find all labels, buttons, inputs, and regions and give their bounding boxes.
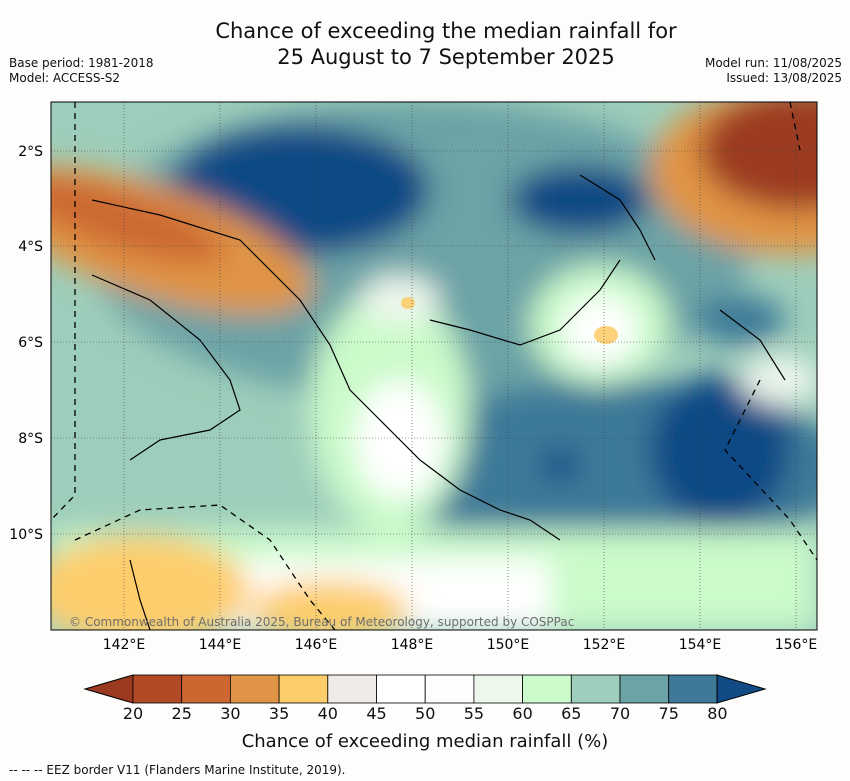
colorbar-cell [181,674,231,704]
base-period: Base period: 1981-2018 [9,56,154,70]
colorbar-tick-label: 35 [268,704,290,723]
colorbar-cell [132,674,183,704]
colorbar-cell [327,674,377,704]
title-line-2: 25 August to 7 September 2025 [277,45,615,69]
longitude-tick-label: 144°E [199,637,242,653]
colorbar-cell [668,674,718,704]
coastlines [91,174,786,630]
colorbar-tick-label: 65 [561,704,582,723]
meta-left: Base period: 1981-2018 Model: ACCESS-S2 [9,56,154,86]
model-run: Model run: 11/08/2025 [704,56,842,70]
latitude-tick-label: 8°S [18,431,43,447]
colorbar-tick-label: 50 [415,704,436,723]
longitude-tick-label: 156°E [775,637,818,653]
latitude-tick-label: 2°S [18,144,43,160]
longitude-tick-label: 142°E [103,637,146,653]
colorbar-tick-label: 45 [366,704,387,723]
colorbar-cell [278,674,329,704]
colorbar-tick-label: 60 [512,704,533,723]
colorbar-cell [424,674,475,704]
longitude-tick-label: 146°E [295,637,338,653]
colorbar-cell [473,674,523,704]
latitude-tick-label: 10°S [9,527,43,543]
meta-right: Model run: 11/08/2025 Issued: 13/08/2025 [705,56,842,86]
colorbar-tick-label: 20 [122,704,144,723]
eez-footnote: -- -- -- EEZ border V11 (Flanders Marine… [9,763,346,777]
longitude-tick-label: 152°E [583,637,626,653]
colorbar-cell [522,674,572,704]
longitude-tick-label: 150°E [487,637,530,653]
eez-borders [51,102,817,630]
colorbar-high-arrow [716,674,767,704]
map-title: Chance of exceeding the median rainfall … [0,18,850,70]
colorbar-cell [570,674,621,704]
longitude-tick-label: 148°E [391,637,434,653]
colorbar-tick-label: 80 [707,704,728,723]
colorbar-tick-label: 25 [171,704,192,723]
model-name: Model: ACCESS-S2 [9,71,121,85]
colorbar [83,674,767,704]
colorbar-low-arrow [83,674,134,704]
colorbar-tick-label: 40 [317,704,338,723]
copyright-text: © Commonwealth of Australia 2025, Bureau… [69,615,574,629]
rainfall-probability-field: © Commonwealth of Australia 2025, Bureau… [51,102,817,630]
colorbar-label: Chance of exceeding median rainfall (%) [241,731,609,752]
colorbar-cell [376,674,426,704]
colorbar-tick-label: 30 [220,704,241,723]
colorbar-cell [229,674,280,704]
colorbar-cell [619,674,670,704]
latitude-labels: 2°S 4°S 6°S 8°S 10°S [9,144,43,543]
colorbar-tick-label: 70 [609,704,631,723]
colorbar-tick-label: 55 [463,704,485,723]
latitude-tick-label: 6°S [18,335,43,351]
latitude-tick-label: 4°S [18,239,43,255]
issued-date: Issued: 13/08/2025 [726,71,842,85]
longitude-labels: 142°E 144°E 146°E 148°E 150°E 152°E 154°E 156°E [103,637,818,653]
graticule [51,102,817,630]
map-frame [50,101,818,631]
colorbar-tick-label: 75 [658,704,679,723]
longitude-tick-label: 154°E [679,637,722,653]
title-line-1: Chance of exceeding the median rainfall … [215,19,677,43]
